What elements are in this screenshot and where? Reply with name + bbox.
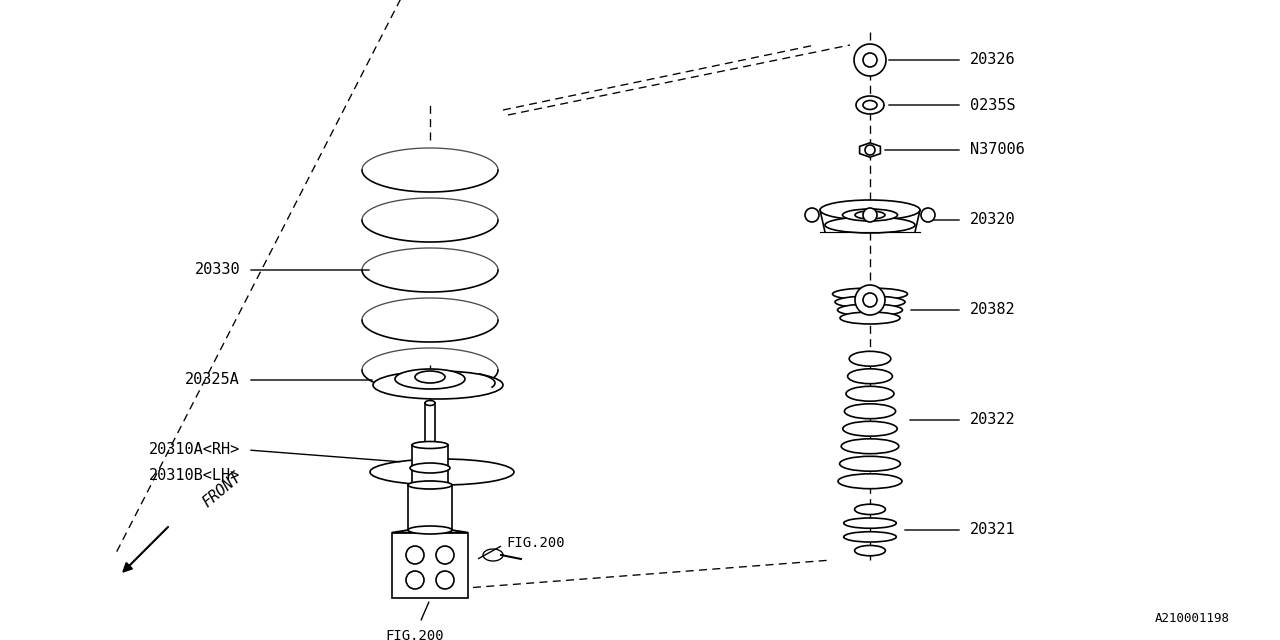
Circle shape <box>863 208 877 222</box>
Ellipse shape <box>847 369 892 384</box>
Ellipse shape <box>837 304 902 316</box>
Ellipse shape <box>855 545 886 556</box>
Text: FRONT: FRONT <box>200 469 244 510</box>
Ellipse shape <box>840 312 900 324</box>
Ellipse shape <box>425 401 435 406</box>
Ellipse shape <box>844 532 896 542</box>
Ellipse shape <box>845 404 896 419</box>
Ellipse shape <box>412 481 448 488</box>
Ellipse shape <box>370 459 515 485</box>
Ellipse shape <box>844 518 896 528</box>
Ellipse shape <box>832 288 908 300</box>
Text: 20310B<LH>: 20310B<LH> <box>148 468 241 483</box>
Text: 20382: 20382 <box>970 303 1015 317</box>
Text: 20325A: 20325A <box>186 372 241 387</box>
Ellipse shape <box>849 351 891 366</box>
Ellipse shape <box>820 200 920 220</box>
Ellipse shape <box>408 481 452 489</box>
Ellipse shape <box>855 504 886 515</box>
Circle shape <box>855 285 884 315</box>
Text: 0235S: 0235S <box>970 97 1015 113</box>
Ellipse shape <box>841 439 899 454</box>
Polygon shape <box>392 532 468 598</box>
Ellipse shape <box>410 463 451 473</box>
Polygon shape <box>408 485 452 530</box>
Circle shape <box>854 44 886 76</box>
Text: FIG.200: FIG.200 <box>506 536 564 550</box>
Circle shape <box>805 208 819 222</box>
Circle shape <box>406 571 424 589</box>
Ellipse shape <box>372 371 503 399</box>
Text: 20310A<RH>: 20310A<RH> <box>148 442 241 458</box>
Ellipse shape <box>842 421 897 436</box>
Text: FIG.200: FIG.200 <box>385 628 444 640</box>
Ellipse shape <box>842 209 897 221</box>
Circle shape <box>436 571 454 589</box>
Circle shape <box>863 53 877 67</box>
Circle shape <box>436 546 454 564</box>
Text: A210001198: A210001198 <box>1155 612 1230 625</box>
Polygon shape <box>860 143 881 157</box>
Text: 20322: 20322 <box>970 413 1015 428</box>
Ellipse shape <box>856 96 884 114</box>
Text: 20321: 20321 <box>970 522 1015 538</box>
Ellipse shape <box>846 387 893 401</box>
Text: 20330: 20330 <box>195 262 241 278</box>
Polygon shape <box>425 403 435 445</box>
Circle shape <box>865 145 876 155</box>
Polygon shape <box>412 445 448 485</box>
Text: 20320: 20320 <box>970 212 1015 227</box>
Circle shape <box>406 546 424 564</box>
Ellipse shape <box>396 369 465 389</box>
Ellipse shape <box>863 100 877 109</box>
Ellipse shape <box>412 442 448 449</box>
Ellipse shape <box>855 211 884 219</box>
Ellipse shape <box>408 526 452 534</box>
Ellipse shape <box>415 371 445 383</box>
Ellipse shape <box>826 217 915 233</box>
Circle shape <box>922 208 934 222</box>
Circle shape <box>863 293 877 307</box>
Ellipse shape <box>838 474 902 489</box>
Ellipse shape <box>840 456 900 471</box>
Ellipse shape <box>835 296 905 308</box>
Text: N37006: N37006 <box>970 143 1025 157</box>
Polygon shape <box>392 530 468 532</box>
Text: 20326: 20326 <box>970 52 1015 67</box>
